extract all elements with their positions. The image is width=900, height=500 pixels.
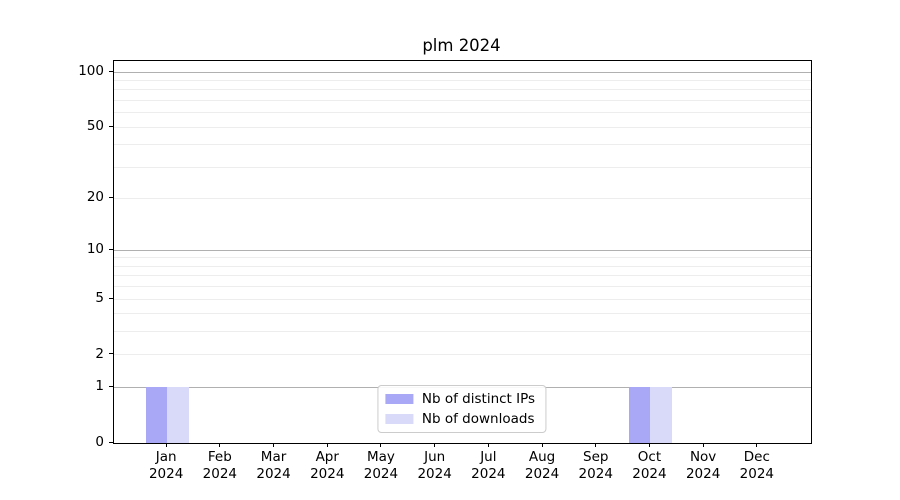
x-tick-month: Feb (207, 449, 232, 465)
y-tick-label: 1 (95, 378, 104, 395)
x-tick-month: Oct (637, 449, 662, 465)
x-tick-mark (648, 443, 650, 447)
x-tick-mark (702, 443, 704, 447)
x-tick-mark (326, 443, 328, 447)
x-tick-label: Jun 2024 (395, 449, 475, 482)
gridline-minor (114, 89, 811, 91)
gridline-major (114, 249, 811, 251)
y-tick-mark (109, 297, 113, 299)
x-tick-mark (219, 443, 221, 447)
x-tick-label: Aug 2024 (502, 449, 582, 482)
x-tick-year: 2024 (363, 465, 399, 482)
gridline-minor (114, 265, 811, 267)
legend: Nb of distinct IPs Nb of downloads (376, 385, 547, 433)
y-tick-label: 2 (95, 345, 104, 362)
x-tick-year: 2024 (417, 465, 452, 482)
gridline-minor (114, 286, 811, 288)
gridline-minor (114, 313, 811, 315)
x-tick-year: 2024 (148, 465, 184, 482)
plot-area (113, 60, 812, 444)
y-tick-mark (109, 385, 113, 387)
x-tick-year: 2024 (310, 465, 345, 482)
x-tick-year: 2024 (202, 465, 238, 482)
x-tick-year: 2024 (471, 465, 506, 482)
x-tick-year: 2024 (685, 465, 721, 482)
gridline-minor (114, 112, 811, 114)
x-tick-label: Mar 2024 (234, 449, 314, 482)
x-tick-mark (756, 443, 758, 447)
x-tick-month: May (366, 449, 395, 465)
gridline-minor (114, 80, 811, 81)
legend-item: Nb of distinct IPs (384, 391, 536, 407)
x-tick-month: Jun (424, 449, 446, 465)
x-tick-mark (165, 443, 167, 447)
gridline-minor (114, 126, 811, 128)
gridline-major (114, 71, 811, 73)
gridline-minor (114, 166, 811, 168)
gridline-minor (114, 257, 811, 259)
bar (650, 387, 672, 443)
bar (628, 387, 651, 443)
legend-item: Nb of downloads (384, 411, 535, 427)
legend-label: Nb of downloads (421, 411, 535, 427)
x-tick-month: Jan (155, 449, 177, 465)
x-tick-label: Feb 2024 (180, 449, 260, 482)
x-tick-label: Nov 2024 (663, 449, 743, 482)
x-tick-label: May 2024 (341, 449, 421, 482)
gridline-minor (114, 275, 811, 277)
x-tick-month: Aug (528, 449, 556, 465)
x-tick-label: Sep 2024 (556, 449, 636, 482)
gridline-minor (114, 354, 811, 356)
gridline-minor (114, 331, 811, 333)
y-tick-mark (109, 441, 113, 443)
x-tick-label: Jul 2024 (448, 449, 528, 482)
x-tick-month: Jul (480, 449, 497, 465)
x-tick-label: Apr 2024 (287, 449, 367, 482)
y-tick-label: 20 (86, 189, 104, 206)
y-tick-label: 50 (86, 118, 104, 135)
y-tick-label: 10 (86, 241, 104, 258)
legend-swatch (384, 394, 413, 404)
x-tick-month: Nov (689, 449, 717, 465)
y-tick-mark (109, 248, 113, 250)
y-tick-mark (109, 353, 113, 355)
x-tick-month: Sep (583, 449, 609, 465)
x-tick-label: Oct 2024 (609, 449, 689, 482)
bar (167, 387, 189, 443)
x-tick-month: Apr (315, 449, 339, 465)
y-tick-mark (109, 125, 113, 127)
legend-swatch (384, 414, 413, 424)
x-tick-month: Mar (260, 449, 287, 465)
x-tick-year: 2024 (256, 465, 291, 482)
x-tick-mark (434, 443, 436, 447)
x-tick-year: 2024 (739, 465, 774, 482)
y-tick-label: 100 (78, 63, 104, 80)
gridline-minor (114, 298, 811, 300)
x-tick-mark (273, 443, 275, 447)
x-tick-label: Dec 2024 (717, 449, 797, 482)
x-tick-mark (541, 443, 543, 447)
bar (145, 387, 168, 443)
gridline-minor (114, 99, 811, 101)
x-tick-mark (595, 443, 597, 447)
y-tick-label: 5 (95, 290, 104, 306)
x-tick-mark (487, 443, 489, 447)
gridline-minor (114, 197, 811, 199)
legend-label: Nb of distinct IPs (421, 391, 536, 407)
x-tick-month: Dec (743, 449, 770, 465)
x-tick-year: 2024 (578, 465, 613, 482)
gridline-minor (114, 144, 811, 146)
x-tick-label: Jan 2024 (126, 449, 206, 482)
x-tick-mark (380, 443, 382, 447)
y-tick-label: 0 (95, 434, 104, 450)
chart-title: plm 2024 (422, 36, 501, 55)
y-tick-mark (109, 196, 113, 198)
x-tick-year: 2024 (632, 465, 667, 482)
y-tick-mark (109, 70, 113, 72)
x-tick-year: 2024 (524, 465, 560, 482)
